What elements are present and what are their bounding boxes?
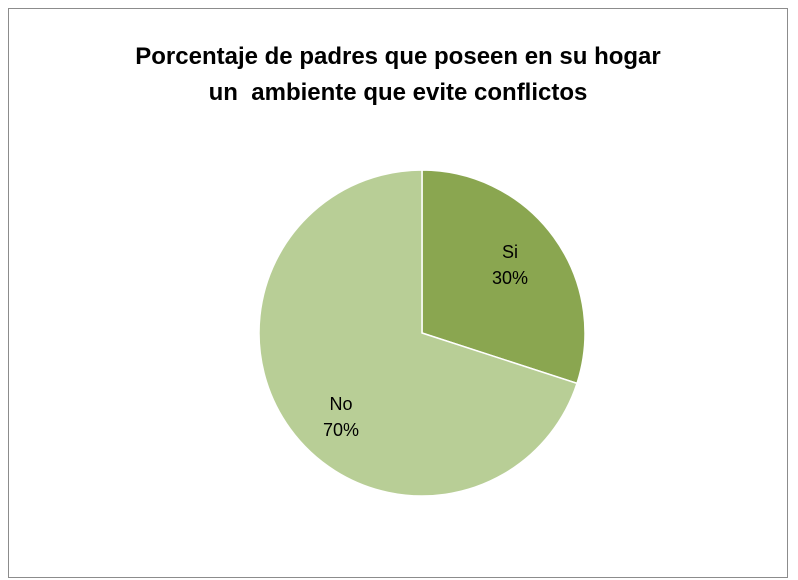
pie-slice-si: [421, 169, 586, 385]
slice-category-label: Si: [502, 242, 518, 262]
chart-title: Porcentaje de padres que poseen en su ho…: [9, 39, 787, 111]
chart-title-line-2: un ambiente que evite conflictos: [208, 79, 588, 106]
slice-category-label: No: [329, 394, 352, 414]
slice-value-label: 30%: [492, 268, 528, 288]
chart-title-line-1: Porcentaje de padres que poseen en su ho…: [135, 43, 661, 70]
pie-slice-no: [258, 169, 578, 497]
slice-value-label: 70%: [323, 420, 359, 440]
